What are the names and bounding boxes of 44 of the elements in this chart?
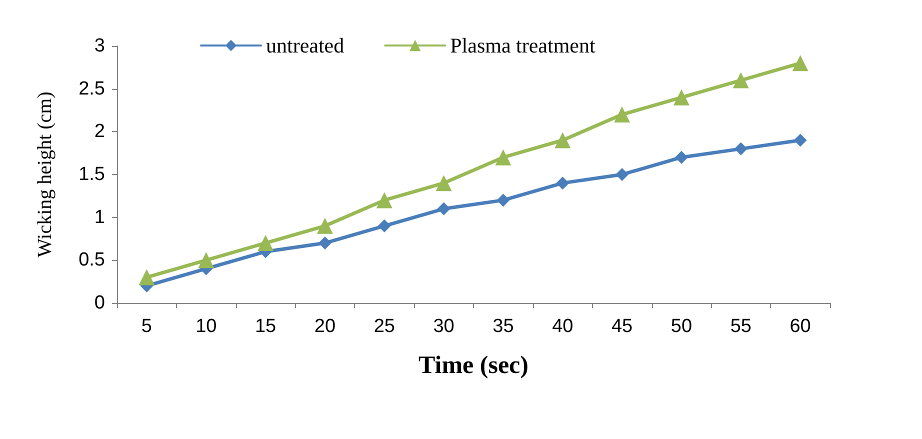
- x-tick-label: 30: [433, 316, 454, 337]
- x-tick-label: 20: [314, 316, 336, 337]
- point: [792, 55, 808, 72]
- y-tick-label: 1: [94, 206, 105, 228]
- y-tick-label: 3: [94, 36, 105, 56]
- point: [554, 132, 571, 148]
- y-axis-title: Wicking height (cm): [34, 92, 56, 258]
- point: [614, 106, 630, 123]
- point: [794, 134, 807, 147]
- legend-label: untreated: [266, 34, 345, 58]
- point: [138, 269, 155, 286]
- point: [258, 235, 274, 252]
- y-tick-label: 0: [94, 292, 105, 314]
- y-tick-label: 1.5: [78, 164, 105, 185]
- x-tick-label: 35: [492, 316, 514, 337]
- point: [318, 236, 332, 250]
- legend-label: Plasma treatment: [450, 34, 596, 58]
- point: [674, 150, 688, 164]
- point: [496, 194, 510, 207]
- x-tick-label: 45: [611, 316, 633, 337]
- x-tick-label: 40: [552, 316, 574, 337]
- point: [437, 202, 450, 216]
- y-tick-label: 2.5: [78, 78, 105, 100]
- point: [378, 219, 391, 232]
- x-tick-label: 15: [254, 316, 276, 337]
- x-tick-label: 10: [196, 316, 217, 337]
- point: [732, 72, 749, 88]
- point: [734, 142, 748, 156]
- y-tick-label: 0.5: [78, 250, 105, 271]
- point: [376, 192, 392, 208]
- point: [673, 89, 690, 106]
- x-tick-label: 25: [374, 316, 395, 337]
- x-axis-title: Time (sec): [418, 352, 528, 379]
- point: [436, 175, 452, 192]
- point: [316, 218, 333, 234]
- y-tick-label: 2: [94, 121, 105, 142]
- x-tick-label: 60: [790, 316, 811, 337]
- point: [556, 176, 570, 190]
- point: [198, 252, 214, 268]
- x-tick-label: 55: [730, 316, 752, 337]
- point: [616, 168, 629, 181]
- x-tick-label: 50: [670, 316, 692, 337]
- x-tick-label: 5: [141, 316, 152, 337]
- point: [495, 149, 512, 166]
